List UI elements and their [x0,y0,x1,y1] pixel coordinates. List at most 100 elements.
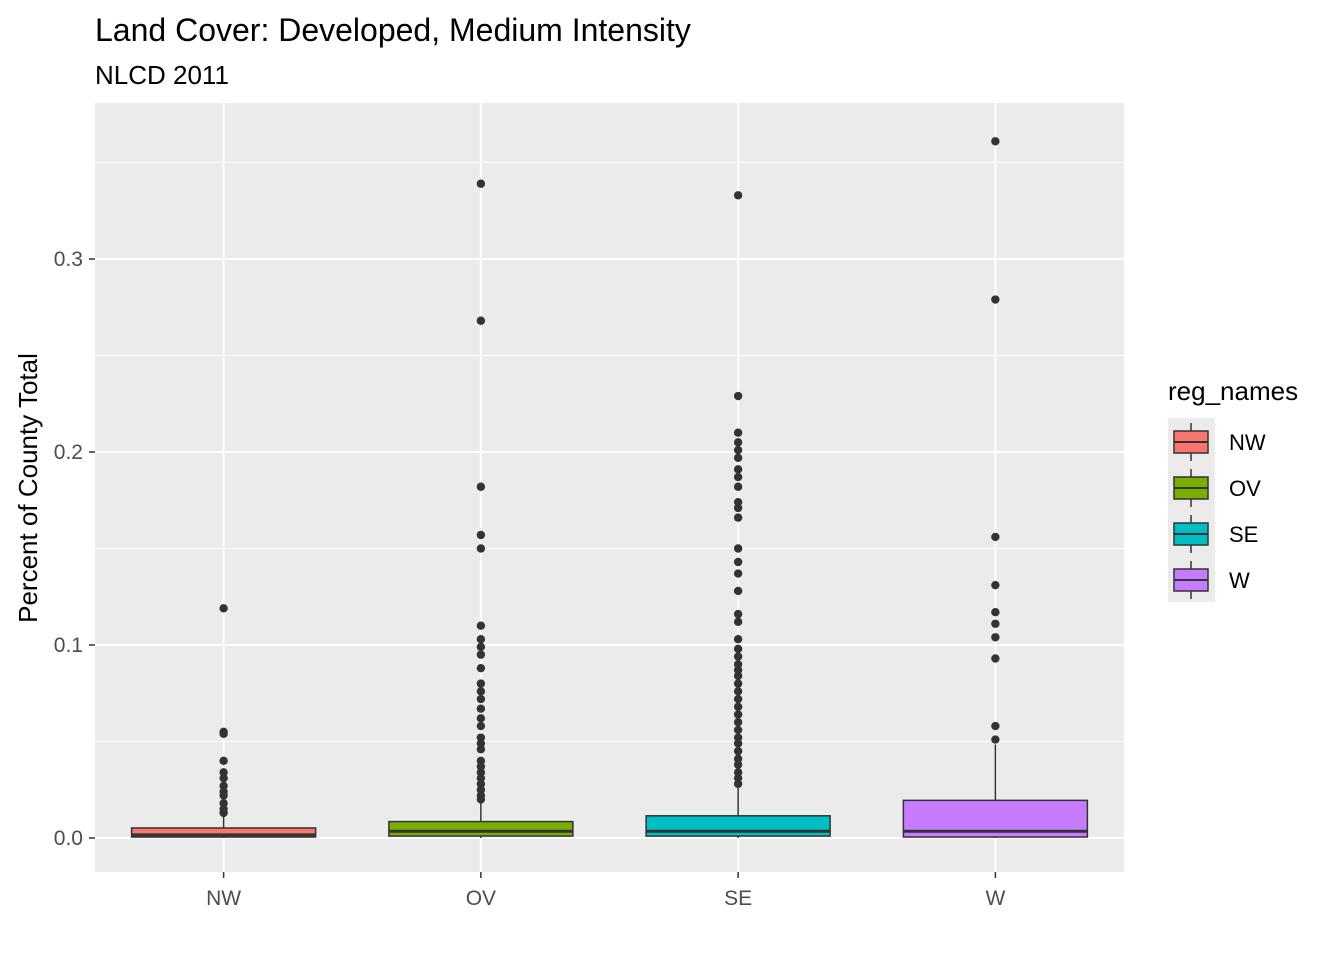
outlier-point [733,453,743,462]
outlier-point [733,557,743,567]
outlier-point [733,503,743,513]
legend: reg_names NW OV SE W [1168,376,1298,602]
outlier-point [733,644,743,654]
outlier-point [733,391,743,401]
outlier-point [733,445,743,455]
outlier-point [476,179,486,188]
x-tick-label: W [985,887,1005,910]
outlier-point [733,617,743,627]
outlier-point [991,721,1000,731]
x-tick-label: OV [466,887,496,910]
y-tick-label: 0.2 [54,441,83,464]
outlier-point [476,642,486,652]
outlier-point [476,687,486,696]
outlier-point [733,671,743,681]
outlier-point [476,650,486,659]
outlier-point [476,714,486,723]
outlier-point [476,679,486,688]
box-ov [388,179,574,838]
outlier-point [733,482,743,491]
outlier-point [733,544,743,553]
legend-label: W [1229,568,1250,593]
outlier-point [733,733,743,742]
boxes [130,137,1089,838]
outlier-point [219,799,228,808]
outlier-point [991,735,1000,744]
outlier-point [476,756,486,765]
outlier-point [476,785,486,794]
outlier-point [733,191,743,200]
outlier-point [733,609,743,619]
x-tick-label: NW [206,887,241,910]
outlier-point [733,513,743,522]
outlier-point [476,745,486,754]
legend-label: NW [1229,430,1266,455]
outlier-point [476,762,486,771]
legend-title: reg_names [1168,376,1298,406]
y-axis-title: Percent of County Total [13,353,43,623]
outlier-point [476,773,486,783]
outlier-point [733,586,743,596]
outlier-point [733,652,743,661]
outlier-point [476,768,486,777]
outlier-point [733,718,743,727]
legend-item-w: W [1173,561,1250,599]
outlier-point [219,781,228,791]
outlier-point [476,721,486,731]
outlier-point [991,607,1000,617]
outlier-point [219,604,228,613]
outlier-point [733,635,743,644]
outlier-point [733,569,743,578]
legend-item-se: SE [1173,515,1258,553]
legend-label: SE [1229,522,1258,547]
outlier-point [733,694,743,704]
chart-title: Land Cover: Developed, Medium Intensity [95,12,691,48]
outlier-point [219,756,228,765]
outlier-point [733,472,743,482]
outlier-point [991,654,1000,663]
outlier-point [733,746,743,756]
outlier-point [733,773,743,783]
outlier-point [219,773,228,783]
legend-item-ov: OV [1173,469,1261,507]
outlier-point [733,687,743,696]
outlier-point [219,729,228,738]
legend-label: OV [1229,476,1261,501]
y-tick-label: 0.3 [54,248,83,271]
outlier-point [733,702,743,711]
outlier-point [991,633,1000,642]
plot-panel [95,103,1124,872]
outlier-point [733,768,743,777]
outlier-point [733,754,743,764]
x-tick-label: SE [724,887,752,910]
box-body [645,815,831,837]
box-body [388,820,574,837]
outlier-point [219,768,228,777]
outlier-point [476,779,486,789]
outlier-point [733,679,743,688]
outlier-point [733,779,743,789]
outlier-point [733,660,743,669]
chart-subtitle: NLCD 2011 [95,60,229,90]
outlier-point [476,795,486,804]
outlier-point [476,694,486,704]
outlier-point [476,482,486,491]
outlier-point [991,619,1000,628]
outlier-point [476,635,486,644]
y-tick-label: 0.1 [54,634,83,657]
outlier-point [733,438,743,447]
outlier-point [476,733,486,742]
legend-item-nw: NW [1173,423,1266,461]
outlier-point [476,621,486,630]
outlier-point [219,808,228,818]
outlier-point [733,465,743,474]
outlier-point [733,739,743,748]
outlier-point [733,760,743,769]
outlier-point [991,580,1000,590]
axes: 0.0 0.1 0.2 0.3 NW OV SE W [54,248,1006,910]
outlier-point [476,704,486,713]
outlier-point [476,544,486,553]
box-w [902,137,1089,838]
outlier-point [476,739,486,748]
